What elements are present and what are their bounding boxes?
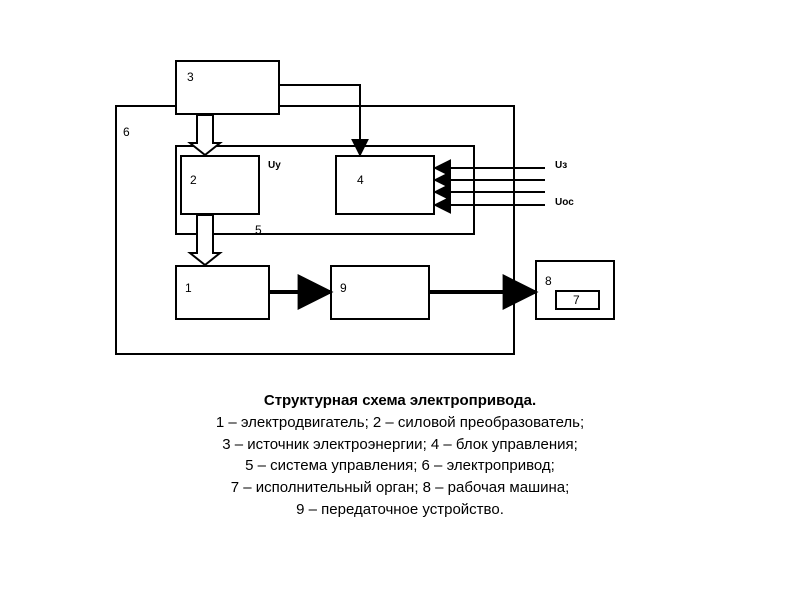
label-3: 3 xyxy=(187,70,194,84)
label-2: 2 xyxy=(190,173,197,187)
caption-line-3: 5 – система управления; 6 – электроприво… xyxy=(120,455,680,477)
signal-uz: Uз xyxy=(555,160,567,171)
label-7: 7 xyxy=(573,293,580,307)
label-5: 5 xyxy=(255,223,262,237)
block-3 xyxy=(175,60,280,115)
caption-line-4: 7 – исполнительный орган; 8 – рабочая ма… xyxy=(120,477,680,499)
signal-uoc: Uос xyxy=(555,197,574,208)
caption-title: Структурная схема электропривода. xyxy=(120,390,680,412)
caption-line-1: 1 – электродвигатель; 2 – силовой преобр… xyxy=(120,412,680,434)
caption-line-5: 9 – передаточное устройство. xyxy=(120,499,680,521)
diagram-canvas: 6 5 3 2 4 1 9 8 7 Uу Uз Uос xyxy=(0,0,800,600)
caption-line-2: 3 – источник электроэнергии; 4 – блок уп… xyxy=(120,434,680,456)
signal-uy: Uу xyxy=(268,160,281,171)
label-8: 8 xyxy=(545,274,552,288)
label-1: 1 xyxy=(185,281,192,295)
label-4: 4 xyxy=(357,173,364,187)
caption: Структурная схема электропривода. 1 – эл… xyxy=(120,390,680,521)
block-4 xyxy=(335,155,435,215)
label-9: 9 xyxy=(340,281,347,295)
label-6: 6 xyxy=(123,125,130,139)
